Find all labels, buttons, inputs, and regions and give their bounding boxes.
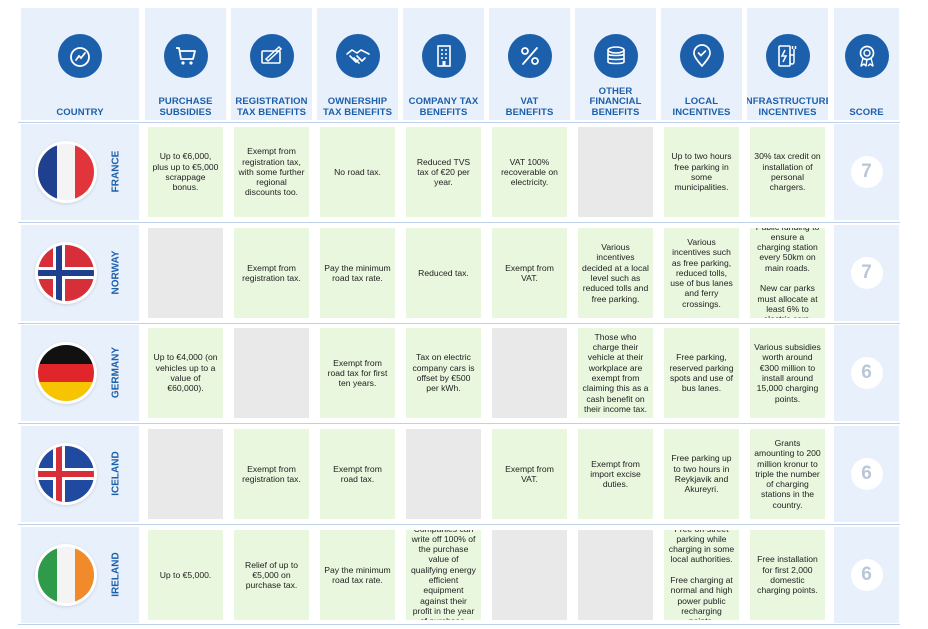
country-name: ICELAND bbox=[110, 451, 122, 496]
header-country: COUNTRY bbox=[21, 8, 139, 120]
company-cell: Reduced TVS tax of €20 per year. bbox=[406, 127, 481, 217]
header-vat: VAT BENEFITS bbox=[489, 8, 570, 120]
score-value: 7 bbox=[850, 257, 883, 289]
location-pin-check-icon bbox=[679, 34, 724, 78]
coin-stack-icon bbox=[593, 34, 638, 78]
vat-cell bbox=[492, 530, 567, 620]
flag-norway-icon bbox=[38, 245, 94, 301]
country-name: IRELAND bbox=[110, 552, 122, 597]
ownership-cell: Pay the minimum road tax rate. bbox=[320, 530, 395, 620]
vat-cell: VAT 100% recoverable on electricity. bbox=[492, 127, 567, 217]
header-ownership: OWNERSHIP TAX BENEFITS bbox=[317, 8, 398, 120]
other-cell: Various incentives decided at a local le… bbox=[578, 228, 653, 318]
document-pen-icon bbox=[249, 34, 294, 78]
other-cell: Those who charge their vehicle at their … bbox=[578, 328, 653, 418]
ownership-cell: Pay the minimum road tax rate. bbox=[320, 228, 395, 318]
header-registration: REGISTRATION TAX BENEFITS bbox=[231, 8, 312, 120]
registration-cell: Exempt from registration tax. bbox=[234, 228, 309, 318]
country-name: NORWAY bbox=[110, 250, 122, 295]
registration-cell: Relief of up to €5,000 on purchase tax. bbox=[234, 530, 309, 620]
award-ribbon-icon bbox=[844, 34, 889, 78]
country-name: GERMANY bbox=[110, 346, 122, 399]
handshake-icon bbox=[335, 34, 380, 78]
purchase-cell: Up to €6,000, plus up to €5,000 scrappag… bbox=[148, 127, 223, 217]
header-local: LOCAL INCENTIVES bbox=[661, 8, 742, 120]
header-label-vat: VAT BENEFITS bbox=[505, 96, 554, 118]
row-separator bbox=[18, 524, 900, 525]
score-value: 6 bbox=[850, 357, 883, 389]
company-cell: Tax on electric company cars is offset b… bbox=[406, 328, 481, 418]
percent-icon bbox=[507, 34, 552, 78]
header-other: OTHER FINANCIAL BENEFITS bbox=[575, 8, 656, 120]
purchase-cell bbox=[148, 429, 223, 519]
ownership-cell: Exempt from road tax for first ten years… bbox=[320, 328, 395, 418]
score-cell: 6 bbox=[834, 426, 899, 522]
company-cell bbox=[406, 429, 481, 519]
local-cell: Free parking up to two hours in Reykjavi… bbox=[664, 429, 739, 519]
gauge-icon bbox=[58, 34, 102, 78]
purchase-cell bbox=[148, 228, 223, 318]
local-cell: Free on-street parking while charging in… bbox=[664, 530, 739, 620]
header-label-other: OTHER FINANCIAL BENEFITS bbox=[589, 85, 642, 118]
header-label-purchase: PURCHASE SUBSIDIES bbox=[158, 96, 213, 118]
header-label-ownership: OWNERSHIP TAX BENEFITS bbox=[322, 96, 393, 118]
score-value: 6 bbox=[850, 559, 883, 591]
local-cell: Various incentives such as free parking,… bbox=[664, 228, 739, 318]
header-score: SCORE bbox=[834, 8, 899, 120]
registration-cell bbox=[234, 328, 309, 418]
header-company: COMPANY TAX BENEFITS bbox=[403, 8, 484, 120]
header-purchase: PURCHASE SUBSIDIES bbox=[145, 8, 226, 120]
header-label-registration: REGISTRATION TAX BENEFITS bbox=[235, 96, 308, 118]
infra-cell: Public funding to ensure a charging stat… bbox=[750, 228, 825, 318]
registration-cell: Exempt from registration tax. bbox=[234, 429, 309, 519]
charging-station-icon bbox=[765, 34, 810, 78]
company-cell: Companies can write off 100% of the purc… bbox=[406, 530, 481, 620]
score-value: 7 bbox=[850, 156, 883, 188]
row-separator bbox=[18, 624, 900, 625]
flag-ireland-icon bbox=[38, 547, 94, 603]
ownership-cell: Exempt from road tax. bbox=[320, 429, 395, 519]
score-cell: 7 bbox=[834, 124, 899, 220]
other-cell bbox=[578, 127, 653, 217]
infra-cell: Free installation for first 2,000 domest… bbox=[750, 530, 825, 620]
flag-germany-icon bbox=[38, 345, 94, 401]
header-label-score: SCORE bbox=[849, 106, 884, 118]
score-cell: 6 bbox=[834, 527, 899, 623]
row-separator bbox=[18, 122, 900, 123]
header-label-infra: INFRASTRUCTURE INCENTIVES bbox=[747, 96, 828, 118]
other-cell bbox=[578, 530, 653, 620]
flag-iceland-icon bbox=[38, 446, 94, 502]
header-infra: INFRASTRUCTURE INCENTIVES bbox=[747, 8, 828, 120]
ownership-cell: No road tax. bbox=[320, 127, 395, 217]
row-separator bbox=[18, 222, 900, 223]
vat-cell: Exempt from VAT. bbox=[492, 228, 567, 318]
registration-cell: Exempt from registration tax, with some … bbox=[234, 127, 309, 217]
infra-cell: Various subsidies worth around €300 mill… bbox=[750, 328, 825, 418]
local-cell: Up to two hours free parking in some mun… bbox=[664, 127, 739, 217]
infra-cell: 30% tax credit on installation of person… bbox=[750, 127, 825, 217]
header-label-local: LOCAL INCENTIVES bbox=[672, 96, 731, 118]
purchase-cell: Up to €4,000 (on vehicles up to a value … bbox=[148, 328, 223, 418]
infra-cell: Grants amounting to 200 million kronur t… bbox=[750, 429, 825, 519]
building-icon bbox=[421, 34, 466, 78]
vat-cell: Exempt from VAT. bbox=[492, 429, 567, 519]
header-label-country: COUNTRY bbox=[56, 106, 104, 118]
row-separator bbox=[18, 323, 900, 324]
score-value: 6 bbox=[850, 458, 883, 490]
header-label-company: COMPANY TAX BENEFITS bbox=[408, 96, 479, 118]
score-cell: 6 bbox=[834, 325, 899, 421]
score-cell: 7 bbox=[834, 225, 899, 321]
country-name: FRANCE bbox=[110, 150, 122, 193]
purchase-cell: Up to €5,000. bbox=[148, 530, 223, 620]
row-separator bbox=[18, 423, 900, 424]
vat-cell bbox=[492, 328, 567, 418]
local-cell: Free parking, reserved parking spots and… bbox=[664, 328, 739, 418]
company-cell: Reduced tax. bbox=[406, 228, 481, 318]
other-cell: Exempt from import excise duties. bbox=[578, 429, 653, 519]
shopping-cart-icon bbox=[163, 34, 208, 78]
flag-france-icon bbox=[38, 144, 94, 200]
